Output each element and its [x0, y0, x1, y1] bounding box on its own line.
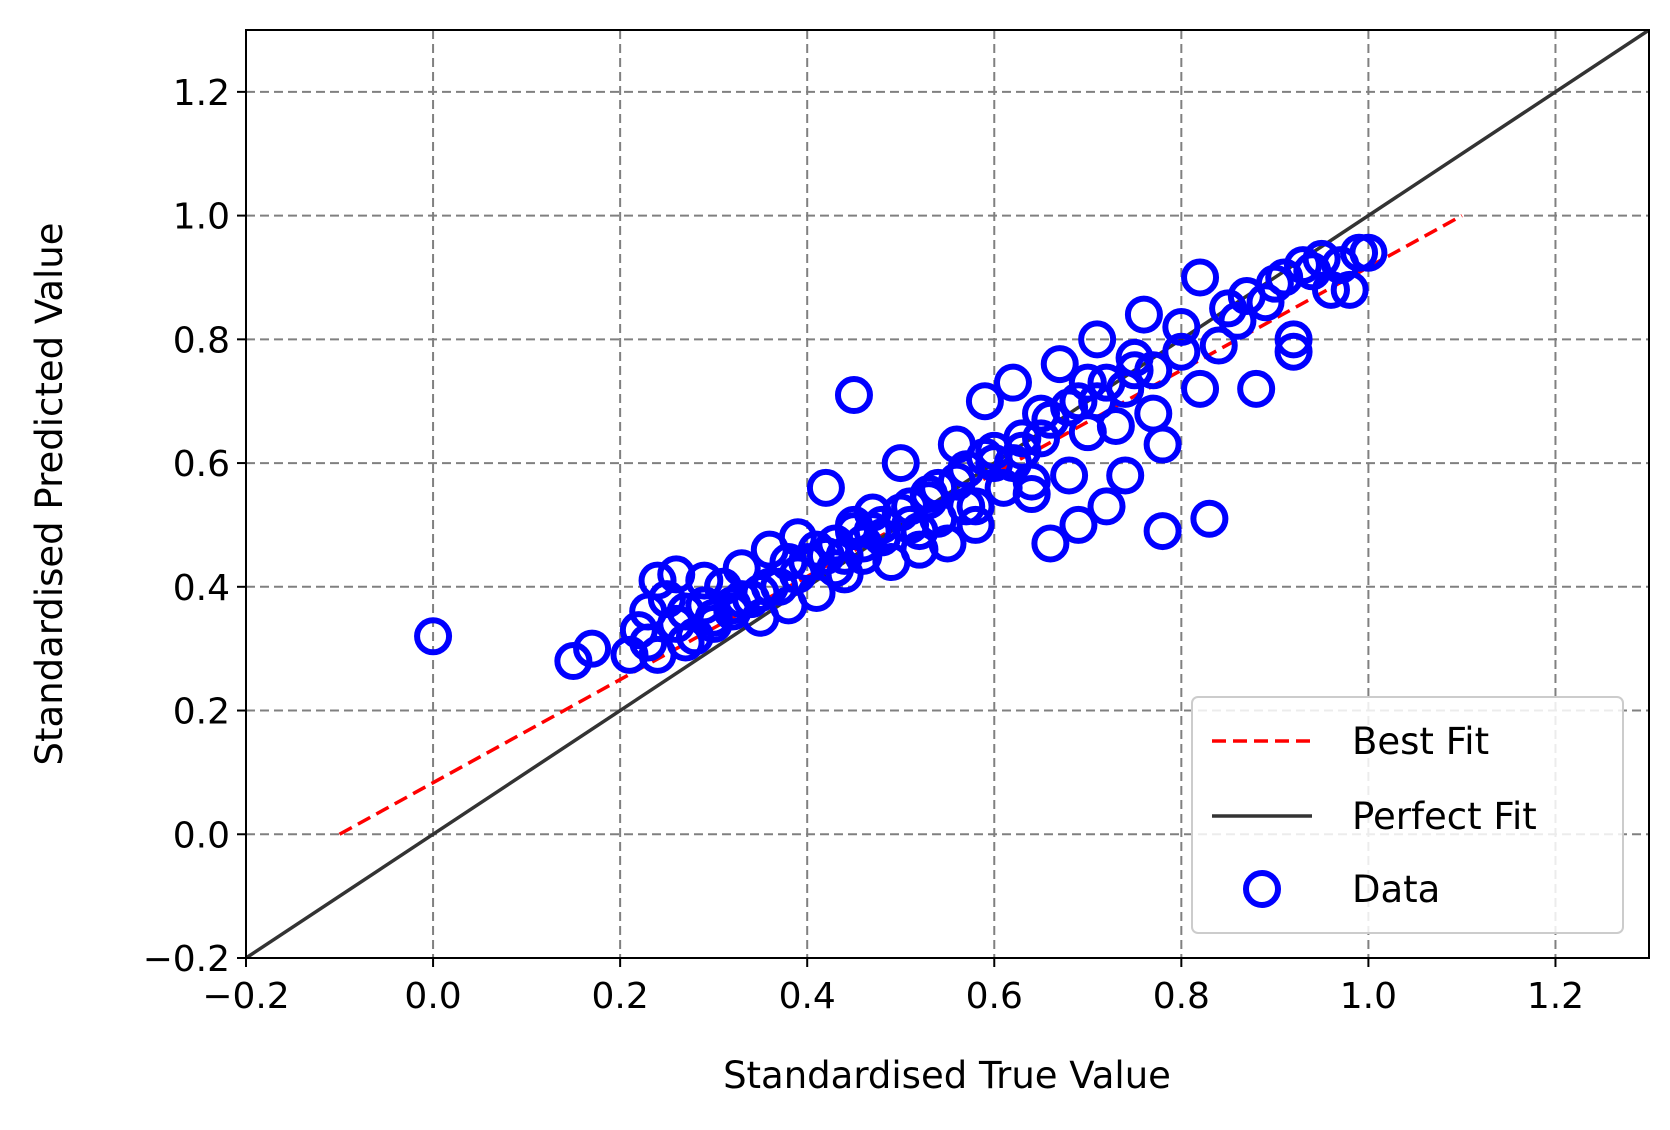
y-tick-label: −0.2 [143, 939, 230, 980]
data-point [1237, 369, 1276, 408]
x-tick-label: 0.8 [1153, 976, 1210, 1017]
y-tick-label: 1.0 [173, 197, 230, 238]
data-point [573, 629, 612, 668]
data-point [1068, 413, 1107, 452]
plot-frame [245, 29, 1650, 959]
data-point [937, 462, 976, 501]
data-point [685, 561, 724, 600]
data-point [1218, 301, 1257, 340]
data-points [414, 233, 1388, 681]
data-point [1349, 233, 1388, 272]
data-point [1040, 345, 1079, 384]
data-point [638, 561, 677, 600]
data-point [1134, 394, 1173, 433]
data-point [956, 505, 995, 544]
data-point [1246, 283, 1285, 322]
data-point [414, 617, 453, 656]
y-tick-label: 1.2 [173, 73, 230, 114]
grid-lines [246, 30, 1649, 958]
data-point [610, 635, 649, 674]
axis-ticks: −0.2 0.0 0.2 0.4 0.6 0.8 1.0 1.2 −0.2 0.0 0.2 0.4 0.… [143, 73, 1585, 1017]
data-point [1143, 425, 1182, 464]
data-point [1078, 320, 1117, 359]
y-tick-label: 0.4 [173, 568, 230, 609]
data-point [993, 363, 1032, 402]
data-point [1022, 419, 1061, 458]
data-point [1162, 332, 1201, 371]
data-point [881, 444, 920, 483]
data-point [1031, 400, 1070, 439]
x-tick-label: 1.2 [1527, 976, 1584, 1017]
data-point [956, 487, 995, 526]
x-axis-title: Standardised True Value [723, 1054, 1171, 1097]
data-point [1199, 326, 1238, 365]
data-point [1143, 512, 1182, 551]
data-point [647, 580, 686, 619]
data-point [1106, 456, 1145, 495]
data-point [1003, 419, 1042, 458]
data-point [806, 468, 845, 507]
data-point [1031, 524, 1070, 563]
data-point [1106, 369, 1145, 408]
data-point [629, 623, 668, 662]
data-point [657, 604, 696, 643]
data-point [1059, 505, 1098, 544]
legend-box [1191, 696, 1624, 934]
data-point [900, 512, 939, 551]
data-point [1181, 258, 1220, 297]
data-point [1115, 351, 1154, 390]
data-point [554, 642, 593, 681]
y-tick-label: 0.0 [173, 815, 230, 856]
data-point [1274, 320, 1313, 359]
data-point [741, 573, 780, 612]
y-tick-label: 0.6 [173, 444, 230, 485]
data-point [834, 376, 873, 415]
data-point [1087, 487, 1126, 526]
x-tick-label: 0.0 [404, 976, 461, 1017]
data-point [778, 518, 817, 557]
x-tick-label: 0.4 [779, 976, 836, 1017]
x-tick-label: 1.0 [1340, 976, 1397, 1017]
data-point [1012, 462, 1051, 501]
y-axis-title: Standardised Predicted Value [28, 223, 71, 766]
x-tick-label: 0.2 [592, 976, 649, 1017]
data-point [1050, 456, 1089, 495]
data-point [965, 382, 1004, 421]
legend-data-swatch [1243, 870, 1281, 908]
data-point [816, 549, 855, 588]
data-point [666, 623, 705, 662]
x-tick-label: 0.6 [966, 976, 1023, 1017]
data-point [1330, 270, 1369, 309]
data-point [1134, 351, 1173, 390]
legend-perfect-fit-label: Perfect Fit [1352, 795, 1537, 838]
data-point [1190, 499, 1229, 538]
data-point [1162, 307, 1201, 346]
data-point [1068, 363, 1107, 402]
data-point [844, 524, 883, 563]
legend-best-fit-label: Best Fit [1352, 720, 1489, 763]
y-tick-label: 0.2 [173, 692, 230, 733]
legend-data-label: Data [1352, 868, 1440, 911]
data-point [1311, 270, 1350, 309]
data-point [1012, 475, 1051, 513]
data-point [1124, 295, 1163, 334]
x-tick-label: −0.2 [202, 976, 289, 1017]
data-point [713, 592, 752, 631]
legend: Best Fit Perfect Fit Data [1191, 696, 1624, 934]
data-point [1265, 258, 1304, 297]
data-point [1181, 369, 1220, 408]
data-point [1283, 246, 1322, 285]
y-tick-label: 0.8 [173, 320, 230, 361]
data-point [1274, 332, 1313, 371]
